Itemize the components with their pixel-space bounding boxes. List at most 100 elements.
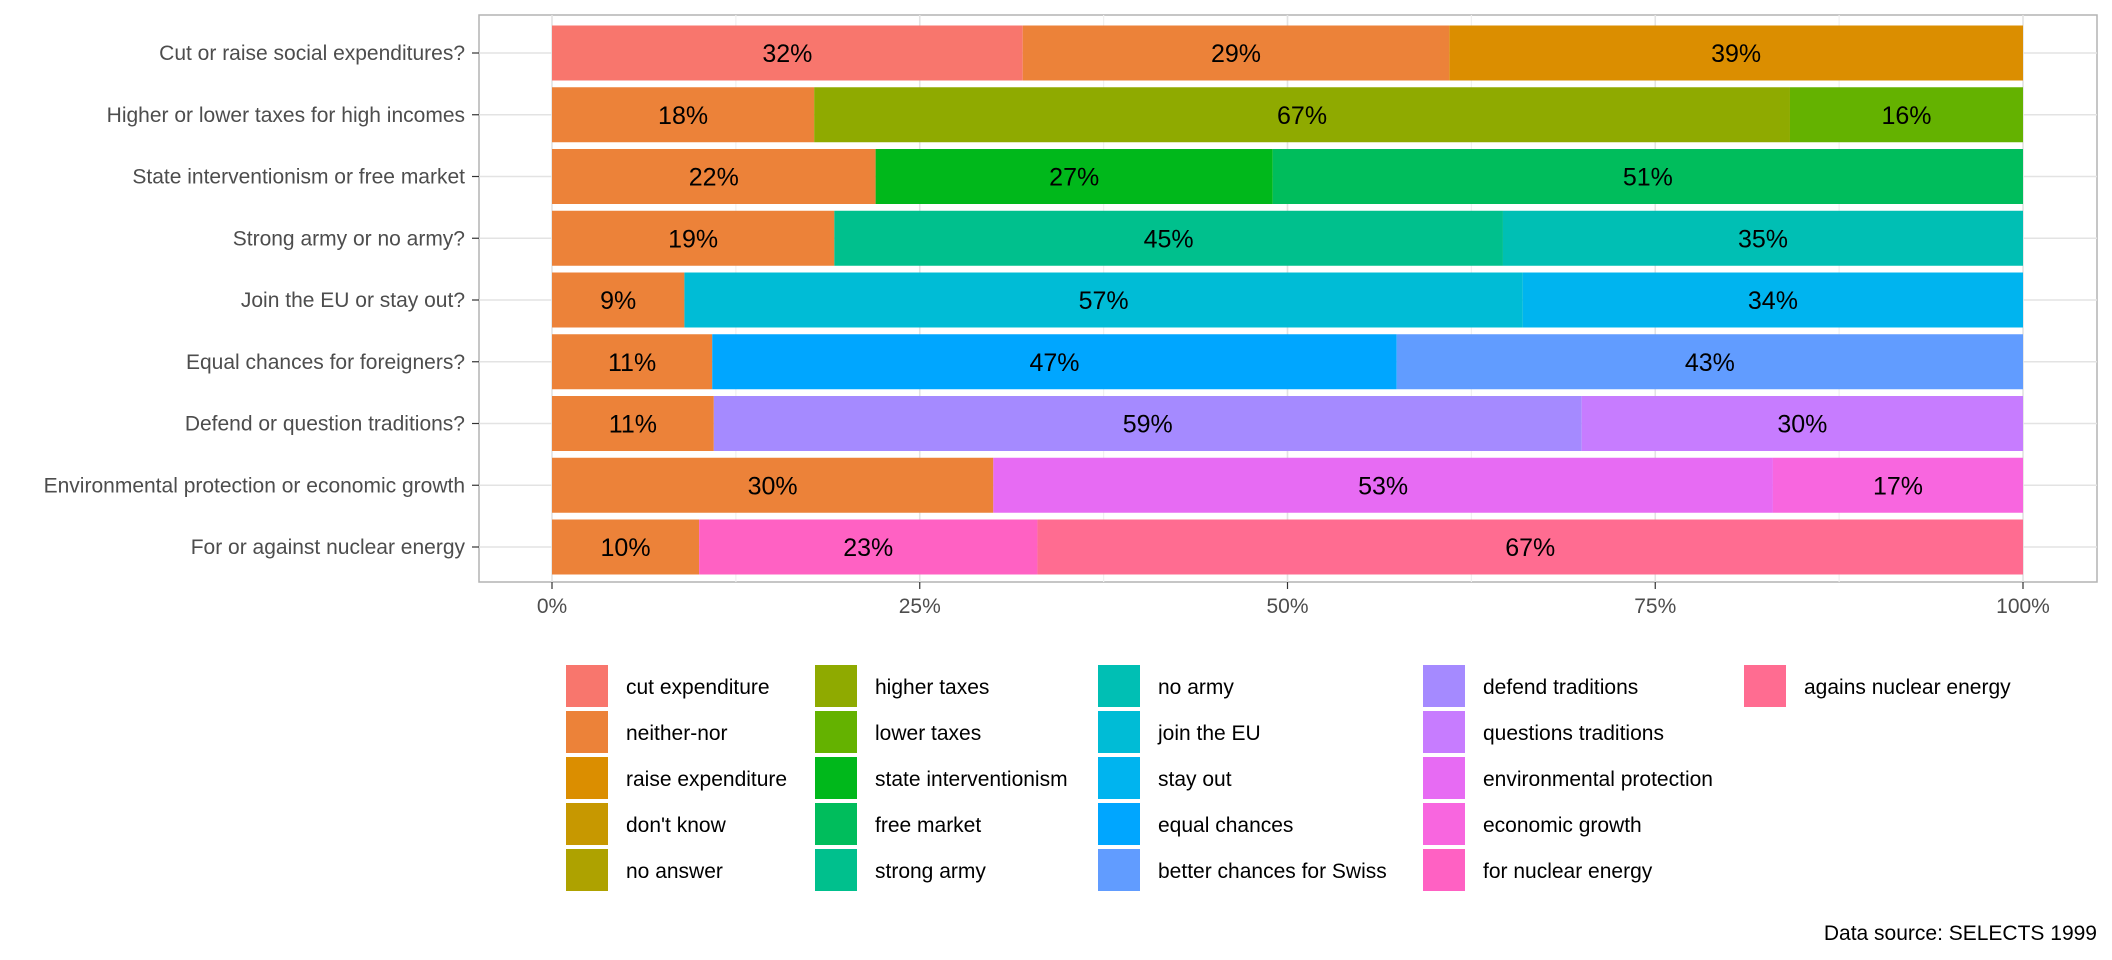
legend-label: strong army	[875, 860, 986, 883]
bar-segment	[1502, 210, 2023, 266]
legend-label: raise expenditure	[626, 768, 787, 791]
legend-label: agains nuclear energy	[1804, 676, 2011, 699]
legend-label: lower taxes	[875, 722, 981, 745]
bar-value-label: 35%	[1738, 225, 1788, 253]
bar-value-label: 51%	[1623, 164, 1673, 192]
legend-swatch	[1098, 849, 1140, 891]
bar-segment	[713, 396, 1582, 451]
legend: cut expenditure neither-nor raise expendit…	[566, 665, 2011, 891]
bar-value-label: 39%	[1711, 40, 1761, 68]
bar-value-label: 30%	[1777, 411, 1827, 439]
bar-segment	[712, 334, 1397, 390]
bar-value-label: 57%	[1079, 287, 1129, 315]
bar-value-label: 9%	[600, 287, 636, 315]
category-label: Equal chances for foreigners?	[186, 351, 465, 374]
category-label: Higher or lower taxes for high incomes	[107, 104, 465, 127]
bar-value-label: 27%	[1049, 164, 1099, 192]
bar-segment	[1789, 87, 2023, 143]
legend-swatch	[815, 803, 857, 845]
legend-swatch	[1098, 803, 1140, 845]
legend-label: stay out	[1158, 768, 1232, 791]
legend-swatch	[566, 849, 608, 891]
legend-label: better chances for Swiss	[1158, 860, 1387, 883]
legend-swatch	[1098, 757, 1140, 799]
legend-swatch	[566, 803, 608, 845]
x-tick-label: 100%	[1996, 595, 2050, 618]
bar-segment	[552, 25, 1023, 81]
bar-segment	[552, 210, 835, 266]
bar-value-label: 18%	[658, 102, 708, 130]
legend-swatch	[1423, 757, 1465, 799]
bar-value-label: 53%	[1358, 472, 1408, 500]
bar-value-label: 30%	[748, 472, 798, 500]
bar-value-label: 16%	[1881, 102, 1931, 130]
bar-segment	[1449, 25, 2023, 81]
bar-segment	[699, 519, 1038, 575]
legend-swatch	[566, 757, 608, 799]
category-label: For or against nuclear energy	[191, 536, 466, 559]
legend-swatch	[1098, 711, 1140, 753]
legend-swatch	[566, 711, 608, 753]
bar-segment	[1396, 334, 2023, 390]
bar-segment	[552, 457, 994, 513]
legend-label: neither-nor	[626, 722, 728, 745]
legend-label: for nuclear energy	[1483, 860, 1653, 883]
bar-value-label: 34%	[1748, 287, 1798, 315]
x-axis-tick-labels: 0% 25% 50% 75% 100%	[537, 582, 2050, 618]
y-axis-category-labels: Cut or raise social expenditures? Higher …	[44, 42, 479, 559]
bar-segment	[552, 396, 714, 451]
legend-swatch	[815, 665, 857, 707]
bar-value-label: 10%	[601, 534, 651, 562]
legend-label: equal chances	[1158, 814, 1293, 837]
bar-value-label: 29%	[1211, 40, 1261, 68]
legend-label: cut expenditure	[626, 676, 770, 699]
legend-label: no army	[1158, 676, 1234, 699]
category-label: Cut or raise social expenditures?	[159, 42, 465, 65]
x-tick-label: 75%	[1634, 595, 1676, 618]
bar-segment	[814, 87, 1790, 143]
bar-segment	[552, 87, 815, 143]
legend-swatch	[815, 757, 857, 799]
bar-value-label: 17%	[1873, 472, 1923, 500]
legend-label: higher taxes	[875, 676, 989, 699]
x-tick-label: 50%	[1266, 595, 1308, 618]
bar-segment	[1581, 396, 2023, 451]
bar-segment	[993, 457, 1773, 513]
bar-value-label: 43%	[1685, 349, 1735, 377]
bar-segment	[834, 210, 1503, 266]
legend-swatch	[1423, 803, 1465, 845]
legend-label: defend traditions	[1483, 676, 1638, 699]
legend-swatch	[1423, 849, 1465, 891]
bar-segment	[552, 149, 876, 204]
bar-segment	[1037, 519, 2023, 575]
data-source-caption: Data source: SELECTS 1999	[1824, 922, 2097, 945]
bar-value-label: 23%	[843, 534, 893, 562]
legend-swatch	[566, 665, 608, 707]
legend-label: no answer	[626, 860, 723, 883]
bar-value-label: 67%	[1505, 534, 1555, 562]
bar-value-label: 59%	[1123, 411, 1173, 439]
bar-segment	[1772, 457, 2023, 513]
x-tick-label: 0%	[537, 595, 567, 618]
bar-value-label: 67%	[1277, 102, 1327, 130]
bar-segment	[684, 272, 1523, 328]
bar-segment	[1022, 25, 1450, 81]
bar-segment	[552, 519, 700, 575]
category-label: Strong army or no army?	[233, 227, 465, 250]
bar-value-label: 47%	[1029, 349, 1079, 377]
bar-value-label: 11%	[609, 411, 657, 439]
bar-value-label: 11%	[608, 349, 656, 377]
legend-swatch	[1423, 711, 1465, 753]
bar-segment	[1272, 149, 2023, 204]
legend-swatch	[1098, 665, 1140, 707]
bar-segment	[875, 149, 1273, 204]
legend-label: free market	[875, 814, 981, 837]
legend-swatch	[815, 711, 857, 753]
legend-swatch	[1423, 665, 1465, 707]
bars: 32% 29% 39% 18% 67% 16% 22% 27% 51% 19% 45% 35% 9% 57…	[552, 25, 2023, 575]
legend-label: economic growth	[1483, 814, 1642, 837]
legend-swatch	[815, 849, 857, 891]
legend-label: don't know	[626, 814, 727, 837]
bar-value-label: 45%	[1144, 225, 1194, 253]
bar-segment	[552, 272, 685, 328]
